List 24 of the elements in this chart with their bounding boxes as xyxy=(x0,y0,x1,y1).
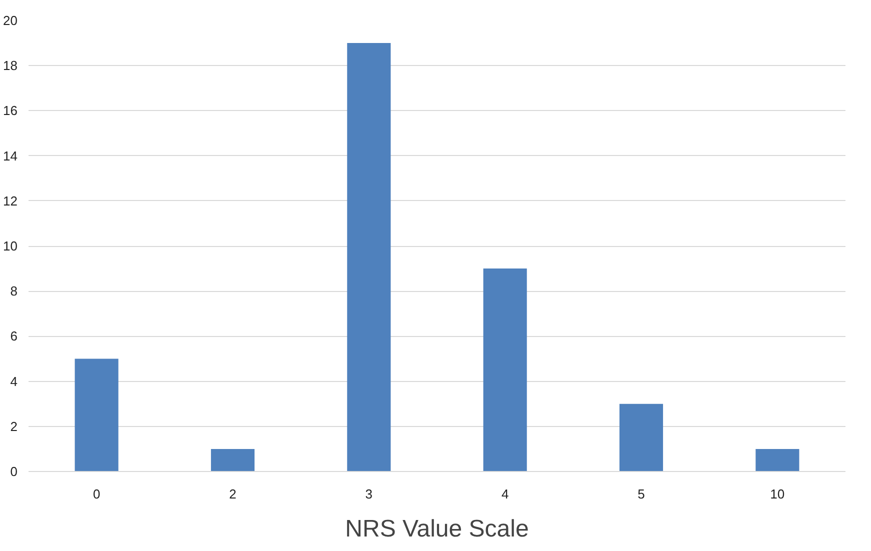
x-tick-label: 0 xyxy=(92,486,100,502)
x-tick-label: 5 xyxy=(638,486,645,502)
y-tick-label: 14 xyxy=(3,148,18,164)
bar xyxy=(483,268,527,472)
y-tick-label: 10 xyxy=(3,238,18,254)
x-tick-label: 3 xyxy=(365,486,373,502)
y-tick-label: 6 xyxy=(10,328,18,344)
bar xyxy=(210,448,255,472)
y-tick-label: 4 xyxy=(10,374,18,389)
y-tick-label: 12 xyxy=(3,193,18,208)
x-tick-label: 2 xyxy=(229,486,236,502)
y-tick-label: 16 xyxy=(3,103,18,118)
y-tick-label: 18 xyxy=(3,58,18,74)
y-tick-label: 20 xyxy=(3,13,18,28)
bar xyxy=(347,43,391,472)
y-tick-label: 8 xyxy=(10,284,18,299)
bar xyxy=(756,448,800,472)
bar xyxy=(619,404,664,472)
x-axis-title: NRS Value Scale xyxy=(345,516,529,542)
x-tick-label: 4 xyxy=(501,486,509,502)
bar xyxy=(74,358,118,472)
x-tick-label: 10 xyxy=(770,486,785,502)
y-tick-label: 0 xyxy=(10,464,18,479)
y-tick-label: 2 xyxy=(10,418,18,434)
